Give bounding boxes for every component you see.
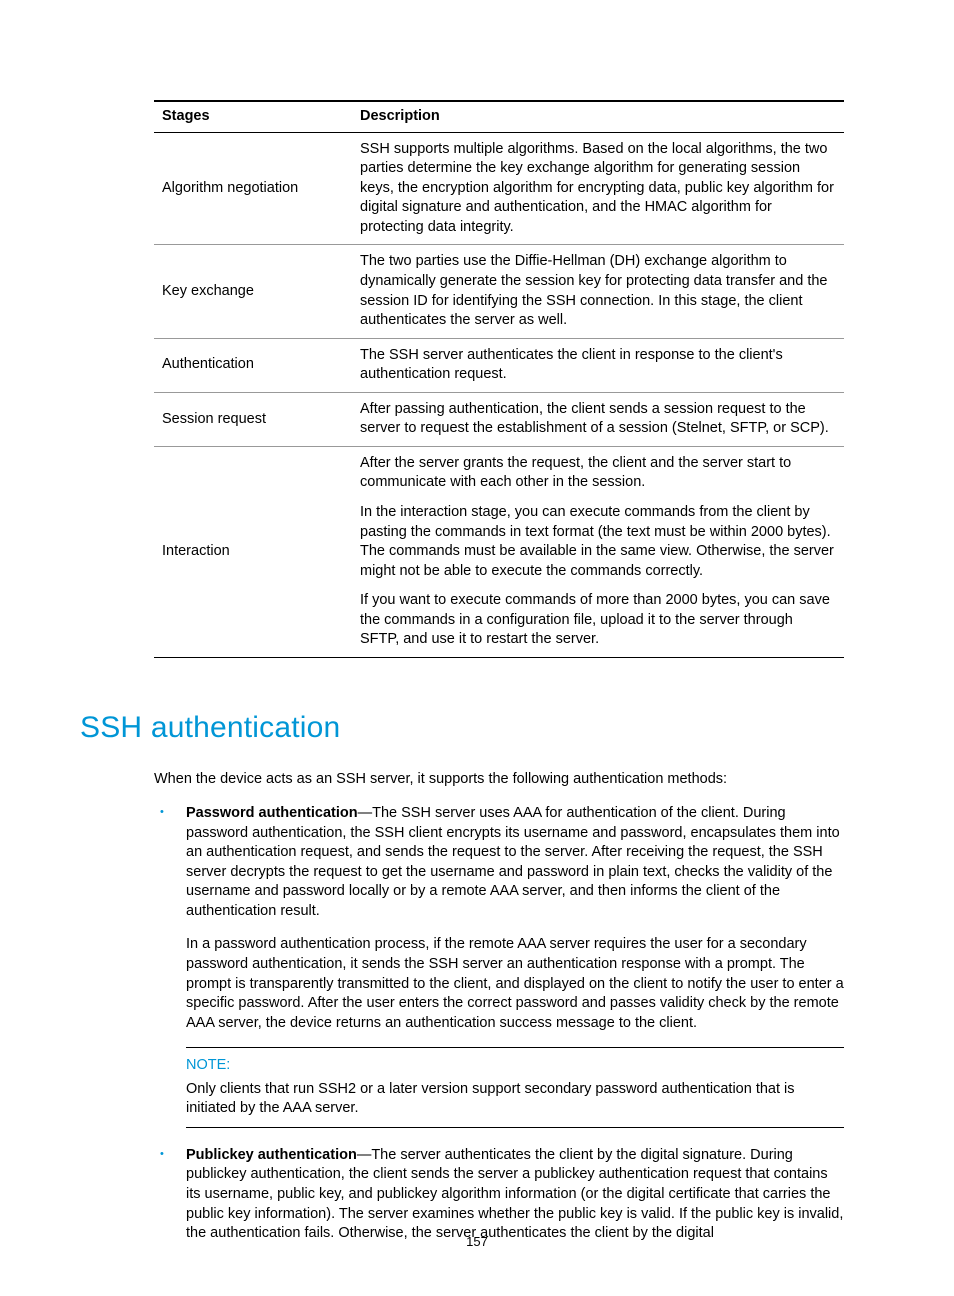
- cell-stage: Authentication: [154, 338, 352, 392]
- table-row: Algorithm negotiationSSH supports multip…: [154, 132, 844, 245]
- bullet-publickey-p1: Publickey authentication—The server auth…: [186, 1146, 844, 1244]
- cell-stage: Session request: [154, 392, 352, 446]
- desc-paragraph: The SSH server authenticates the client …: [360, 346, 836, 385]
- page-number: 157: [0, 1233, 954, 1251]
- bullet-password-p1: Password authentication—The SSH server u…: [186, 804, 844, 921]
- section-heading: SSH authentication: [80, 708, 874, 749]
- cell-description: After passing authentication, the client…: [352, 392, 844, 446]
- stages-tbody: Algorithm negotiationSSH supports multip…: [154, 132, 844, 657]
- auth-methods-list-2: Publickey authentication—The server auth…: [154, 1146, 844, 1244]
- bullet-password-auth: Password authentication—The SSH server u…: [154, 804, 844, 1033]
- note-body: Only clients that run SSH2 or a later ve…: [186, 1080, 844, 1119]
- table-row: Key exchangeThe two parties use the Diff…: [154, 245, 844, 338]
- table-row: Session requestAfter passing authenticat…: [154, 392, 844, 446]
- desc-paragraph: In the interaction stage, you can execut…: [360, 503, 836, 581]
- cell-description: The SSH server authenticates the client …: [352, 338, 844, 392]
- desc-paragraph: After the server grants the request, the…: [360, 454, 836, 493]
- intro-paragraph: When the device acts as an SSH server, i…: [154, 770, 844, 790]
- auth-methods-list: Password authentication—The SSH server u…: [154, 804, 844, 1033]
- desc-paragraph: After passing authentication, the client…: [360, 400, 836, 439]
- cell-description: After the server grants the request, the…: [352, 446, 844, 657]
- th-description: Description: [352, 101, 844, 132]
- table-row: AuthenticationThe SSH server authenticat…: [154, 338, 844, 392]
- bullet-password-p2: In a password authentication process, if…: [186, 935, 844, 1033]
- stages-table: Stages Description Algorithm negotiation…: [154, 100, 844, 658]
- cell-stage: Interaction: [154, 446, 352, 657]
- cell-description: The two parties use the Diffie-Hellman (…: [352, 245, 844, 338]
- bullet-publickey-auth: Publickey authentication—The server auth…: [154, 1146, 844, 1244]
- table-row: InteractionAfter the server grants the r…: [154, 446, 844, 657]
- cell-stage: Algorithm negotiation: [154, 132, 352, 245]
- cell-stage: Key exchange: [154, 245, 352, 338]
- desc-paragraph: SSH supports multiple algorithms. Based …: [360, 140, 836, 238]
- desc-paragraph: The two parties use the Diffie-Hellman (…: [360, 252, 836, 330]
- desc-paragraph: If you want to execute commands of more …: [360, 591, 836, 650]
- cell-description: SSH supports multiple algorithms. Based …: [352, 132, 844, 245]
- note-label: NOTE:: [186, 1056, 844, 1076]
- note-block: NOTE: Only clients that run SSH2 or a la…: [186, 1047, 844, 1128]
- th-stages: Stages: [154, 101, 352, 132]
